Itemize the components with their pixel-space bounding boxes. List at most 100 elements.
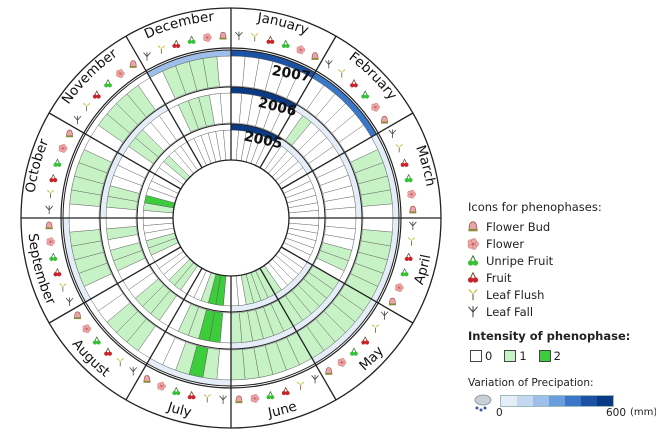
precipitation-scale-step — [565, 396, 581, 406]
leaf-fall-icon — [65, 297, 74, 307]
leaf-fall-icon — [324, 60, 333, 69]
precipitation-max-label: 600 — [606, 407, 627, 419]
phenophase-legend-title: Icons for phenophases: — [468, 200, 602, 214]
leaf-fall-icon — [409, 221, 417, 230]
flower-bud-icon — [235, 395, 243, 404]
precipitation-scale-step — [517, 396, 533, 406]
leaf-fall-icon — [73, 115, 82, 125]
leaf-flush-icon — [157, 45, 165, 54]
unripe-fruit-icon — [400, 267, 409, 277]
precipitation-unit-label: (mm) — [630, 407, 656, 418]
phenophase-legend-item-leaf-fall: Leaf Fall — [466, 303, 652, 320]
phenophase-legend-item-fruit: Fruit — [466, 269, 652, 286]
leaf-flush-icon — [338, 69, 346, 78]
fruit-icon — [400, 158, 409, 167]
year-ring-2005 — [136, 123, 326, 313]
flower-icon — [371, 102, 380, 112]
precipitation-scale-step — [501, 396, 517, 406]
fruit-icon — [49, 173, 58, 183]
flower-bud-icon — [66, 129, 74, 138]
leaf-flush-icon — [251, 33, 259, 42]
month-label-june: June — [266, 398, 299, 421]
intensity-swatch-0 — [470, 350, 482, 362]
precipitation-legend-title: Variation of Precipation: — [468, 377, 594, 389]
month-divider — [125, 35, 203, 169]
flower-bud-icon — [325, 367, 333, 375]
flower-bud-icon — [388, 297, 396, 306]
month-label-february: February — [346, 49, 400, 103]
leaf-flush-icon — [468, 288, 478, 300]
leaf-flush-icon — [468, 288, 478, 300]
unripe-fruit-icon — [53, 158, 62, 167]
fruit-icon — [350, 79, 358, 88]
leaf-fall-icon — [129, 366, 138, 376]
unripe-fruit-icon — [467, 254, 479, 266]
flower-icon — [296, 45, 306, 55]
intensity-cell-2007-march-flower-bud — [362, 203, 394, 219]
flower-icon — [82, 324, 92, 334]
fruit-icon — [187, 390, 196, 400]
fruit-icon — [172, 39, 181, 49]
month-divider — [280, 246, 414, 324]
leaf-fall-icon — [143, 52, 151, 61]
month-divider — [259, 35, 337, 169]
phenophase-legend-list: Flower Bud Flower Unripe Fruit Fruit Leaf Fl… — [466, 218, 652, 320]
flower-bud-icon — [129, 60, 137, 68]
flower-icon — [467, 237, 479, 250]
precipitation-scale-step — [533, 396, 549, 406]
phenophase-legend-label: Fruit — [486, 270, 512, 285]
fruit-icon — [281, 386, 290, 396]
unripe-fruit-icon — [350, 347, 358, 356]
fruit-icon — [467, 271, 479, 283]
month-label-october: October — [23, 136, 53, 194]
precipitation-scale-step — [549, 396, 565, 406]
intensity-legend-scale: 0 1 2 — [470, 347, 652, 365]
unripe-fruit-icon — [266, 390, 275, 400]
center-hole — [172, 159, 290, 277]
phenophase-legend-item-flower: Flower — [466, 235, 652, 252]
leaf-fall-icon — [235, 31, 243, 41]
flower-bud-icon — [409, 205, 417, 214]
intensity-cell-2007-september-flower-bud — [68, 217, 100, 233]
month-divider — [280, 112, 414, 190]
phenophase-legend-item-unripe-fruit: Unripe Fruit — [466, 252, 652, 269]
flower-bud-icon — [468, 220, 478, 231]
leaf-flush-icon — [371, 324, 379, 333]
flower-bud-icon — [45, 221, 53, 230]
flower-icon — [407, 189, 416, 199]
flower-icon — [467, 237, 479, 250]
flower-icon — [116, 69, 125, 78]
flower-bud-icon — [380, 115, 388, 124]
flower-bud-icon — [219, 31, 227, 40]
month-divider — [48, 246, 182, 324]
phenophase-legend-label: Flower — [486, 236, 525, 251]
fruit-icon — [104, 347, 112, 356]
unripe-fruit-icon — [281, 39, 290, 49]
phenophase-legend-label: Leaf Fall — [486, 304, 534, 319]
intensity-cell-2007-december-flower-bud — [216, 55, 232, 87]
leaf-flush-icon — [116, 357, 124, 367]
leaf-flush-icon — [297, 381, 305, 391]
year-label-2005: 2005 — [242, 129, 283, 153]
phenophase-legend-item-leaf-flush: Leaf Flush — [466, 286, 652, 303]
intensity-label-2: 2 — [553, 349, 561, 363]
flower-icon — [46, 237, 56, 247]
month-divider — [125, 267, 203, 401]
precipitation-color-scale — [500, 395, 614, 407]
leaf-flush-icon — [203, 393, 211, 403]
flower-icon — [157, 381, 166, 391]
unripe-fruit-icon — [172, 386, 181, 396]
intensity-label-1: 1 — [519, 349, 527, 363]
month-label-september: September — [25, 233, 59, 308]
intensity-legend-title: Intensity of phenophase: — [468, 329, 631, 343]
flower-bud-icon — [74, 311, 82, 320]
leaf-flush-icon — [395, 143, 403, 153]
intensity-swatch-2 — [538, 350, 551, 362]
flower-icon — [58, 143, 68, 153]
leaf-flush-icon — [47, 189, 55, 199]
phenophase-legend-label: Leaf Flush — [486, 287, 545, 302]
fruit-icon — [53, 267, 62, 277]
fruit-icon — [92, 90, 101, 99]
leaf-flush-icon — [83, 102, 91, 112]
